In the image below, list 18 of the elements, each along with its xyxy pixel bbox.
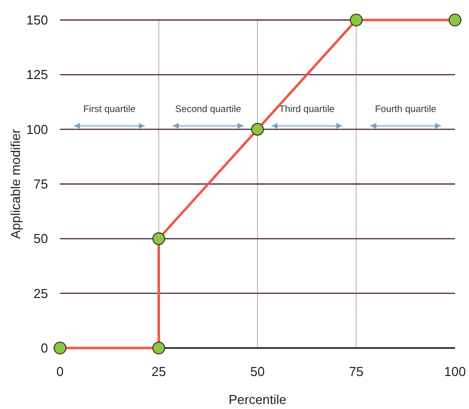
x-tick-label: 50 xyxy=(250,364,265,379)
y-tick-label: 75 xyxy=(34,176,48,192)
y-tick-label: 0 xyxy=(40,340,48,356)
y-tick-label: 100 xyxy=(26,122,48,137)
x-tick-label: 25 xyxy=(152,364,166,379)
y-tick-label: 50 xyxy=(34,231,48,246)
annotation: Second quartile xyxy=(175,104,242,115)
y-tick-label: 150 xyxy=(26,12,48,28)
annotation: Fourth quartile xyxy=(374,104,436,115)
y-axis-title: Applicable modifier xyxy=(8,128,23,239)
y-tick-label: 25 xyxy=(34,286,48,301)
x-tick-label: 75 xyxy=(349,364,364,379)
y-tick-label: 125 xyxy=(26,67,48,82)
annotation: Third quartile xyxy=(279,104,335,115)
x-tick-label: 0 xyxy=(56,364,64,379)
x-tick-label: 100 xyxy=(444,364,466,379)
annotation: First quartile xyxy=(83,104,136,115)
x-axis-title: Percentile xyxy=(228,392,286,407)
